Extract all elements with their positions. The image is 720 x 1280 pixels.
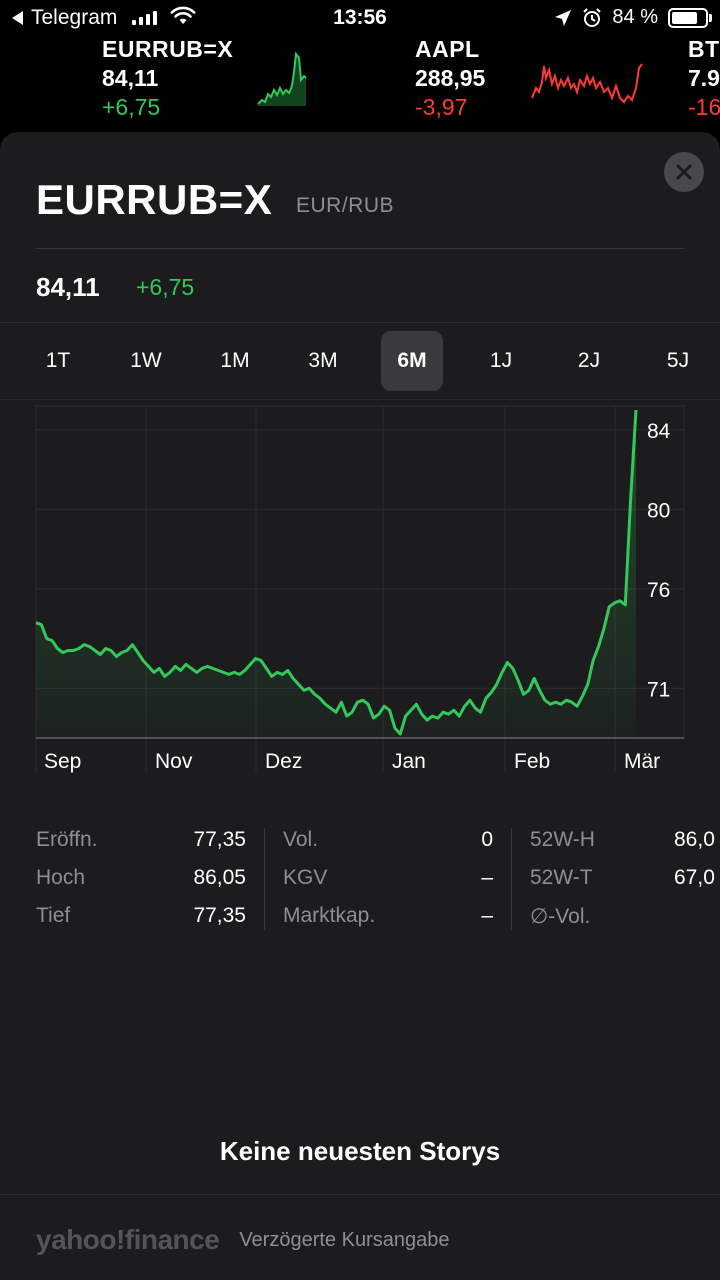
range-1t[interactable]: 1T — [45, 349, 71, 372]
price-change: +6,75 — [136, 274, 195, 300]
news-empty-state: Keine neuesten Storys — [219, 1136, 501, 1166]
stat-value: 77,35 — [193, 904, 246, 927]
y-tick-label: 84 — [647, 420, 671, 443]
back-app-label: Telegram — [31, 6, 118, 29]
stat-pe: KGV – — [283, 866, 493, 890]
range-6m[interactable]: 6M — [381, 331, 443, 391]
back-arrow-icon — [12, 11, 23, 25]
stat-label: KGV — [283, 866, 328, 889]
current-price: 84,11 — [36, 272, 100, 302]
status-right: 84 % — [554, 6, 712, 29]
column-divider — [264, 828, 265, 930]
stat-label: Vol. — [283, 828, 319, 851]
range-1m[interactable]: 1M — [220, 349, 250, 372]
ticker-item-aapl[interactable]: AAPL 288,95 -3,97 — [415, 36, 485, 121]
status-bar: Telegram 13:56 84 % — [0, 0, 720, 36]
close-button[interactable] — [664, 152, 704, 192]
stat-value: 0 — [481, 828, 493, 851]
delayed-quote-note: Verzögerte Kursangabe — [239, 1228, 450, 1251]
footer: yahoo!finance Verzögerte Kursangabe — [36, 1224, 449, 1256]
stat-label: Hoch — [36, 866, 86, 889]
ticker-price: 7.9 — [688, 65, 720, 91]
detail-sheet: EURRUB=X EUR/RUB 84,11 +6,75 1T 1W 1M 3M… — [0, 132, 720, 1280]
y-tick-label: 80 — [647, 499, 670, 522]
ticker-price: 84,11 — [102, 65, 159, 91]
back-to-app[interactable]: Telegram — [12, 6, 117, 30]
yahoo-finance-logo[interactable]: yahoo!finance — [36, 1224, 220, 1255]
range-1w[interactable]: 1W — [130, 349, 162, 372]
column-divider — [511, 828, 512, 930]
x-tick-label: Dez — [265, 750, 302, 773]
location-icon — [555, 9, 572, 26]
ticker-sparkline-eurrub — [257, 51, 307, 106]
price-chart[interactable]: 84 80 76 71 Sep Nov Dez Jan Feb Mär — [0, 402, 720, 782]
stat-volume: Vol. 0 — [283, 828, 493, 852]
range-5j[interactable]: 5J — [666, 349, 690, 372]
range-3m[interactable]: 3M — [308, 349, 338, 372]
ticker-change: +6,75 — [102, 94, 161, 120]
stat-value: – — [481, 866, 493, 889]
ticker-change: -16 — [688, 94, 720, 120]
stat-label: 52W-T — [530, 866, 593, 889]
y-tick-label: 71 — [647, 678, 670, 701]
ticker-price: 288,95 — [415, 65, 486, 91]
stat-label: Marktkap. — [283, 904, 376, 927]
range-1j[interactable]: 1J — [489, 349, 513, 372]
range-2j[interactable]: 2J — [577, 349, 601, 372]
stat-label: Tief — [36, 904, 71, 927]
divider — [36, 248, 684, 249]
x-tick-label: Feb — [514, 750, 550, 773]
wifi-icon — [170, 6, 196, 24]
stat-label: Eröffn. — [36, 828, 98, 851]
close-icon — [676, 164, 692, 180]
x-tick-label: Nov — [155, 750, 193, 773]
price-area — [36, 410, 636, 738]
ticker-symbol: AAPL — [415, 36, 480, 62]
x-tick-label: Mär — [624, 750, 660, 773]
stat-value: 77,35 — [193, 828, 246, 851]
ticker-sparkline-aapl — [531, 63, 643, 104]
ticker-strip[interactable]: EURRUB=X 84,11 +6,75 AAPL 288,95 -3,97 B… — [0, 36, 720, 128]
stat-52w-low: 52W-T 67,0 — [530, 866, 720, 890]
cellular-signal-icon — [132, 9, 157, 25]
stat-low: Tief 77,35 — [36, 904, 246, 928]
price-line — [35, 409, 638, 736]
time-range-selector: 1T 1W 1M 3M 6M 1J 2J 5J — [0, 322, 720, 400]
stat-label: 52W-H — [530, 828, 595, 851]
ticker-item-eurrub[interactable]: EURRUB=X 84,11 +6,75 — [102, 36, 233, 121]
ticker-change: -3,97 — [415, 94, 468, 120]
stat-open: Eröffn. 77,35 — [36, 828, 246, 852]
key-statistics: Eröffn. 77,35 Hoch 86,05 Tief 77,35 Vol.… — [0, 828, 720, 938]
stat-value: 86,05 — [193, 866, 246, 889]
divider — [0, 1194, 720, 1195]
instrument-name: EUR/RUB — [296, 194, 395, 217]
ticker-symbol: EURRUB=X — [102, 36, 234, 62]
alarm-icon — [583, 7, 602, 27]
battery-percent: 84 % — [612, 6, 658, 28]
battery-fill — [672, 11, 698, 24]
ticker-symbol: BTC — [688, 36, 720, 62]
stat-high: Hoch 86,05 — [36, 866, 246, 890]
stat-value: 67,0 — [674, 866, 715, 889]
stat-label: ∅-Vol. — [530, 905, 591, 928]
battery-icon — [668, 7, 712, 28]
stat-value: – — [481, 904, 493, 927]
x-tick-label: Sep — [44, 750, 81, 773]
stat-market-cap: Marktkap. – — [283, 904, 493, 928]
page-title: EURRUB=X — [36, 176, 273, 223]
ticker-item-btc[interactable]: BTC 7.9 -16 — [688, 36, 720, 121]
stat-avg-volume: ∅-Vol. — [530, 904, 720, 929]
x-tick-label: Jan — [392, 750, 426, 773]
y-tick-label: 76 — [647, 579, 670, 602]
clock: 13:56 — [333, 6, 387, 29]
stat-52w-high: 52W-H 86,0 — [530, 828, 720, 852]
stat-value: 86,0 — [674, 828, 715, 851]
